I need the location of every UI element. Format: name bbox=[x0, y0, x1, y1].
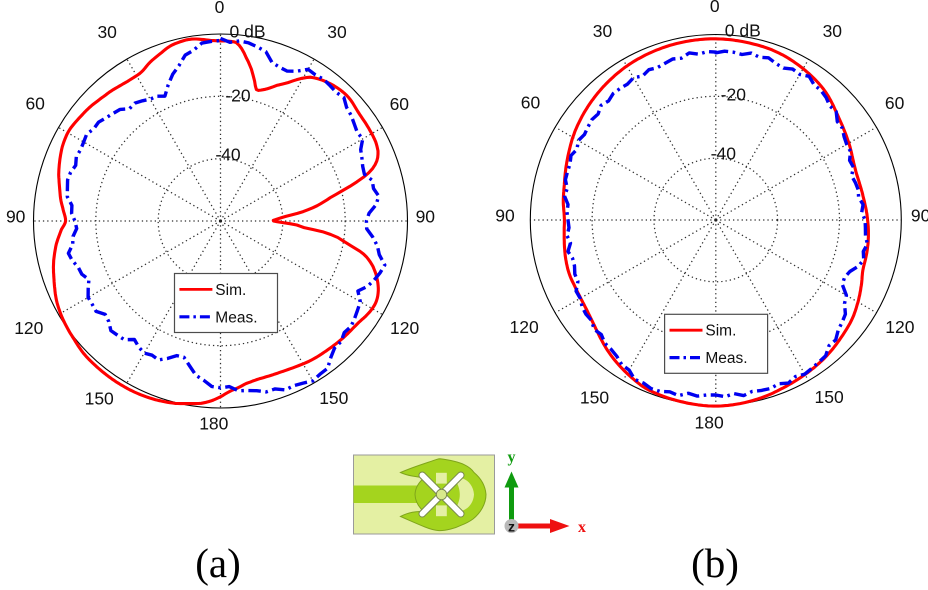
svg-text:-20: -20 bbox=[225, 86, 251, 106]
svg-text:Meas.: Meas. bbox=[215, 309, 257, 326]
svg-text:z: z bbox=[508, 519, 515, 535]
svg-text:Sim.: Sim. bbox=[215, 282, 246, 299]
svg-text:90: 90 bbox=[495, 205, 515, 225]
svg-text:120: 120 bbox=[14, 318, 43, 338]
svg-text:180: 180 bbox=[199, 414, 228, 434]
svg-text:180: 180 bbox=[694, 413, 723, 433]
svg-text:x: x bbox=[578, 519, 586, 536]
svg-text:30: 30 bbox=[593, 21, 613, 41]
svg-text:Meas.: Meas. bbox=[705, 350, 747, 367]
svg-text:0 dB: 0 dB bbox=[725, 21, 761, 41]
svg-text:30: 30 bbox=[823, 21, 843, 41]
svg-text:120: 120 bbox=[390, 318, 419, 338]
svg-text:120: 120 bbox=[509, 317, 538, 337]
svg-text:y: y bbox=[508, 449, 516, 466]
svg-text:0: 0 bbox=[215, 0, 225, 17]
svg-text:-40: -40 bbox=[711, 144, 737, 164]
svg-text:(b): (b) bbox=[691, 540, 739, 586]
svg-text:60: 60 bbox=[885, 93, 905, 113]
svg-text:30: 30 bbox=[97, 22, 117, 42]
svg-text:90: 90 bbox=[6, 206, 26, 226]
svg-text:60: 60 bbox=[521, 93, 541, 113]
svg-text:30: 30 bbox=[327, 22, 347, 42]
svg-text:90: 90 bbox=[416, 206, 436, 226]
svg-text:-40: -40 bbox=[215, 145, 241, 165]
svg-text:150: 150 bbox=[580, 388, 609, 408]
svg-text:0 dB: 0 dB bbox=[230, 22, 266, 42]
svg-text:-20: -20 bbox=[721, 85, 747, 105]
svg-text:(a): (a) bbox=[195, 540, 241, 586]
svg-text:120: 120 bbox=[885, 317, 914, 337]
svg-text:150: 150 bbox=[814, 387, 843, 407]
svg-text:150: 150 bbox=[85, 389, 114, 409]
svg-text:60: 60 bbox=[390, 94, 410, 114]
svg-text:90: 90 bbox=[911, 205, 928, 225]
svg-text:0: 0 bbox=[710, 0, 720, 16]
svg-text:60: 60 bbox=[25, 94, 45, 114]
svg-text:150: 150 bbox=[319, 388, 348, 408]
svg-text:Sim.: Sim. bbox=[705, 323, 736, 340]
